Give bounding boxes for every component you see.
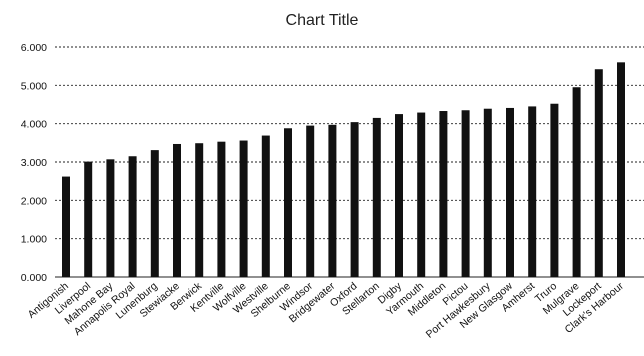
bar <box>417 112 426 277</box>
bar <box>395 114 403 277</box>
bar <box>461 110 470 277</box>
y-tick-label: 2.000 <box>21 195 47 207</box>
bar <box>572 87 581 277</box>
y-tick-label: 3.000 <box>21 157 47 169</box>
bar <box>328 124 337 277</box>
bar <box>106 159 115 277</box>
bar <box>617 62 625 278</box>
bar <box>439 111 448 278</box>
y-tick-label: 1.000 <box>21 234 47 246</box>
bar <box>150 150 159 277</box>
y-tick-label: 6.000 <box>21 42 47 54</box>
bar <box>173 143 181 277</box>
bar <box>506 107 514 277</box>
y-axis-ticks: 0.000 1.000 2.000 3.000 4.000 5.000 6.000 <box>21 42 47 284</box>
bar <box>195 143 204 277</box>
bar <box>350 122 359 277</box>
bar <box>62 176 70 277</box>
bar <box>306 125 315 277</box>
bar <box>483 108 492 277</box>
y-tick-label: 4.000 <box>21 119 47 131</box>
bar <box>239 140 248 277</box>
bar <box>550 103 559 277</box>
bar <box>372 117 381 278</box>
bar <box>261 135 270 277</box>
chart-title: Chart Title <box>286 12 359 29</box>
y-tick-label: 5.000 <box>21 80 47 92</box>
bar <box>84 161 93 277</box>
bar <box>217 141 226 277</box>
bar <box>528 106 537 278</box>
y-tick-label: 0.000 <box>21 272 47 284</box>
bar <box>284 128 292 277</box>
bar <box>594 69 603 277</box>
bar <box>128 156 137 277</box>
bars <box>62 62 625 278</box>
